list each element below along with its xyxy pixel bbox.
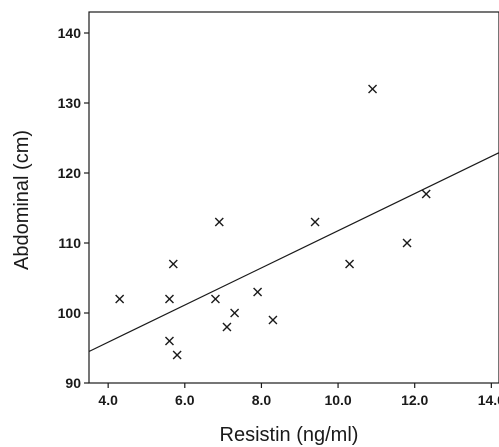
data-point-10 bbox=[268, 315, 278, 325]
fit-line-layer bbox=[88, 152, 499, 353]
data-point-4 bbox=[172, 350, 182, 360]
data-point-5 bbox=[210, 294, 220, 304]
y-tick-label-2: 110 bbox=[58, 235, 81, 251]
y-tick-label-4: 130 bbox=[58, 95, 82, 111]
x-axis: 4.0 6.0 8.0 10.0 12.0 14.0 bbox=[98, 383, 499, 408]
x-tick-label-1: 6.0 bbox=[175, 392, 195, 408]
data-point-7 bbox=[222, 322, 232, 332]
data-point-3 bbox=[168, 259, 178, 269]
data-point-8 bbox=[230, 308, 240, 318]
data-point-12 bbox=[345, 259, 355, 269]
y-axis: 90 100 110 120 130 140 bbox=[58, 25, 89, 391]
fit-line bbox=[88, 152, 499, 353]
data-point-0 bbox=[115, 294, 125, 304]
y-tick-label-5: 140 bbox=[58, 25, 82, 41]
x-tick-label-2: 8.0 bbox=[252, 392, 272, 408]
x-axis-title: Resistin (ng/ml) bbox=[220, 424, 359, 446]
data-point-2 bbox=[164, 336, 174, 346]
data-point-1 bbox=[164, 294, 174, 304]
data-point-15 bbox=[421, 189, 431, 199]
x-tick-label-0: 4.0 bbox=[98, 392, 118, 408]
data-point-9 bbox=[253, 287, 263, 297]
data-point-11 bbox=[310, 217, 320, 227]
y-axis-title: Abdominal (cm) bbox=[11, 130, 33, 270]
data-point-6 bbox=[214, 217, 224, 227]
plot-area bbox=[88, 11, 499, 384]
x-tick-label-4: 12.0 bbox=[401, 392, 428, 408]
points-layer bbox=[115, 84, 431, 360]
y-tick-label-3: 120 bbox=[58, 165, 82, 181]
data-point-14 bbox=[402, 238, 412, 248]
x-tick-label-3: 10.0 bbox=[324, 392, 351, 408]
x-tick-label-5: 14.0 bbox=[478, 392, 499, 408]
data-point-13 bbox=[368, 84, 378, 94]
y-tick-label-0: 90 bbox=[65, 375, 81, 391]
y-tick-label-1: 100 bbox=[58, 305, 82, 321]
